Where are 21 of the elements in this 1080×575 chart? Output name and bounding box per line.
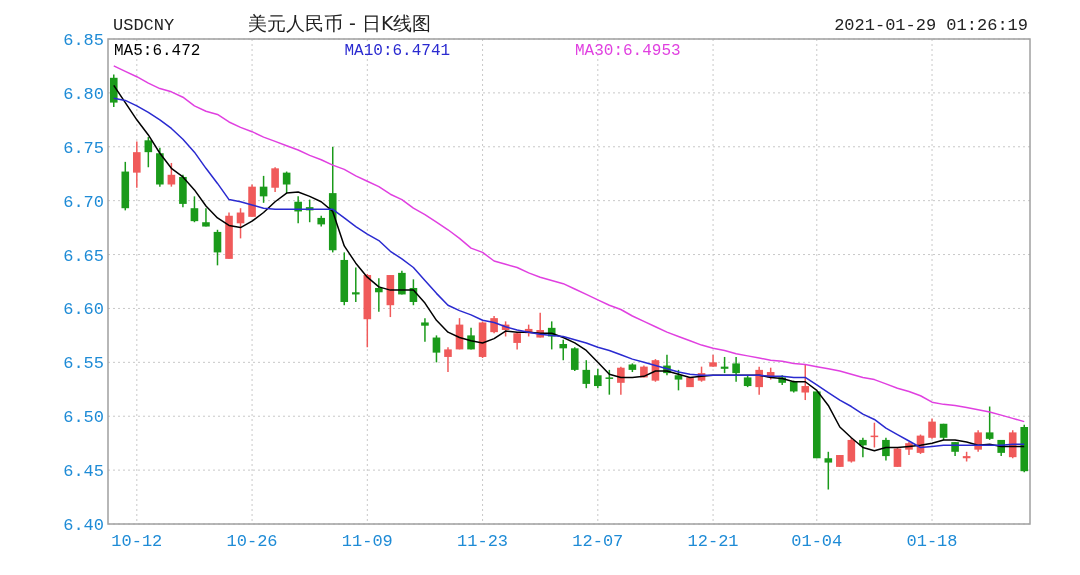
ytick: 6.70 (63, 192, 104, 212)
xtick: 01-18 (906, 532, 958, 551)
ytick: 6.75 (63, 138, 104, 158)
subtitle: USDCNY (113, 16, 175, 35)
ytick: 6.45 (63, 462, 104, 482)
xtick: 12-21 (687, 532, 739, 551)
xtick: 11-09 (341, 532, 393, 551)
xtick: 11-23 (457, 532, 509, 551)
ytick: 6.80 (63, 84, 104, 104)
ytick: 6.55 (63, 354, 104, 374)
ytick: 6.40 (63, 516, 104, 535)
title: 美元人民币 - 日K线图 (248, 12, 432, 34)
xtick: 10-12 (111, 532, 163, 551)
ytick: 6.65 (63, 246, 104, 266)
ytick: 6.60 (63, 300, 104, 320)
xtick: 12-07 (572, 532, 624, 551)
annotation: 2021-01-29 01:26:19 (834, 16, 1028, 35)
xtick: 01-04 (791, 532, 843, 551)
xtick: 10-26 (226, 532, 278, 551)
ytick: 6.85 (63, 31, 104, 50)
ytick: 6.50 (63, 408, 104, 428)
